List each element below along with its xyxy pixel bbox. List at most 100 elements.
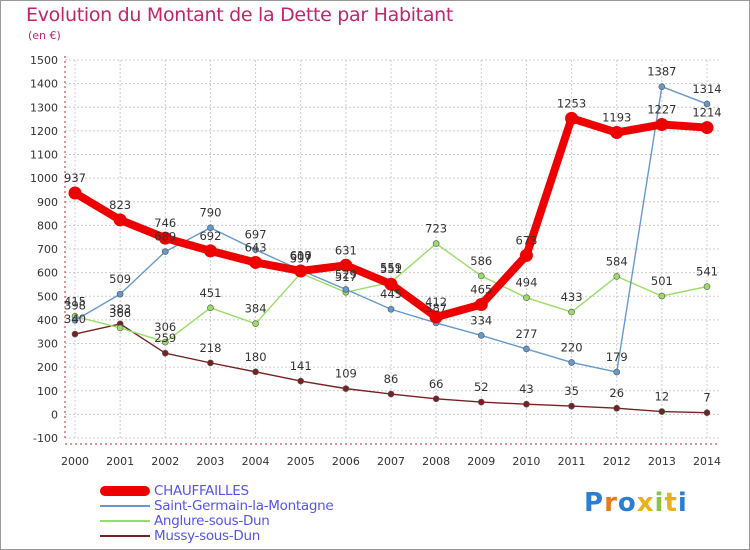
y-tick-label: 1000 xyxy=(30,172,58,185)
data-label: 551 xyxy=(380,262,402,276)
data-label: 509 xyxy=(109,272,131,286)
data-label: 384 xyxy=(245,302,267,316)
y-tick-label: 400 xyxy=(37,314,58,327)
data-label: 179 xyxy=(606,350,628,364)
data-label: 86 xyxy=(384,372,399,386)
data-label: 790 xyxy=(199,206,221,220)
data-point xyxy=(71,330,79,338)
data-label: 631 xyxy=(335,243,357,257)
data-point xyxy=(477,272,485,280)
chart-unit-label: (en €) xyxy=(28,29,61,42)
data-point xyxy=(207,224,214,232)
x-tick-label: 2000 xyxy=(61,455,89,468)
data-point xyxy=(658,292,666,300)
data-label: 26 xyxy=(609,386,624,400)
chart-title: Evolution du Montant de la Dette par Hab… xyxy=(26,4,454,26)
legend-label: Mussy-sous-Dun xyxy=(154,528,260,544)
data-label: 387 xyxy=(425,301,447,315)
legend-swatch xyxy=(100,535,150,537)
legend-label: Anglure-sous-Dun xyxy=(154,513,270,529)
y-tick-label: 600 xyxy=(37,267,58,280)
x-tick-label: 2011 xyxy=(558,455,586,468)
data-point xyxy=(658,83,666,90)
data-label: 597 xyxy=(290,251,312,265)
data-point xyxy=(610,126,624,140)
data-point xyxy=(203,244,217,258)
data-point xyxy=(249,255,263,269)
y-tick-label: 100 xyxy=(37,385,58,398)
data-point xyxy=(207,359,214,367)
data-point xyxy=(71,317,79,324)
data-point xyxy=(342,286,350,293)
data-label: 610 xyxy=(290,248,312,262)
data-point xyxy=(523,294,530,301)
logo-letter: i xyxy=(654,488,665,518)
data-point xyxy=(339,258,353,272)
line-chart: -100 0 100 200 300 400 500 600 700 800 900 1000 1100… xyxy=(30,54,722,468)
data-point xyxy=(432,240,440,247)
data-label: 277 xyxy=(515,327,537,341)
data-point xyxy=(297,377,305,385)
data-label: 689 xyxy=(154,230,176,244)
legend-swatch xyxy=(100,505,150,507)
y-tick-label: 0 xyxy=(51,408,58,421)
data-label: 1227 xyxy=(647,102,676,116)
data-label: 334 xyxy=(470,313,492,327)
x-tick-label: 2002 xyxy=(151,455,179,468)
y-tick-label: 700 xyxy=(37,243,58,256)
data-label: 673 xyxy=(515,233,537,247)
data-label: 398 xyxy=(64,298,86,312)
data-point xyxy=(161,338,169,346)
data-point xyxy=(207,304,214,312)
data-point xyxy=(387,390,395,398)
data-label: 340 xyxy=(64,312,86,326)
y-tick-label: 1200 xyxy=(30,125,58,138)
data-label: 52 xyxy=(474,380,489,394)
logo-letter: t xyxy=(664,488,678,518)
data-label: 7 xyxy=(703,391,710,405)
y-tick-label: -100 xyxy=(33,432,58,445)
data-point xyxy=(523,345,530,353)
data-point xyxy=(294,264,308,278)
data-label: 1314 xyxy=(692,82,721,96)
data-point xyxy=(387,305,395,313)
proxiti-logo: Proxiti xyxy=(584,488,688,518)
data-point xyxy=(429,310,443,324)
legend-swatch xyxy=(100,520,150,522)
data-point xyxy=(613,273,621,280)
data-label: 643 xyxy=(245,240,267,254)
legend-label: Saint-Germain-la-Montagne xyxy=(154,498,334,514)
data-label: 823 xyxy=(109,198,131,212)
data-point xyxy=(568,308,575,316)
x-tick-label: 2008 xyxy=(422,455,450,468)
data-point xyxy=(700,121,714,135)
data-point xyxy=(252,246,259,254)
data-label: 692 xyxy=(199,229,221,243)
data-label: 529 xyxy=(335,267,357,281)
logo-letter: i xyxy=(677,488,688,518)
data-point xyxy=(703,283,711,290)
data-point xyxy=(658,408,666,415)
data-label: 451 xyxy=(199,286,221,300)
y-tick-label: 500 xyxy=(37,290,58,303)
data-point xyxy=(703,409,711,417)
x-tick-label: 2010 xyxy=(512,455,540,468)
data-label: 697 xyxy=(245,228,267,242)
y-tick-label: 900 xyxy=(37,196,58,209)
data-point xyxy=(568,402,575,410)
data-point xyxy=(384,277,398,291)
x-tick-label: 2014 xyxy=(693,455,721,468)
logo-letter: P xyxy=(584,488,605,518)
data-label: 35 xyxy=(564,384,579,398)
data-label: 109 xyxy=(335,367,357,381)
data-point xyxy=(703,100,711,108)
data-label: 937 xyxy=(64,171,86,185)
x-tick-label: 2012 xyxy=(603,455,631,468)
data-label: 746 xyxy=(154,216,176,230)
x-tick-label: 2006 xyxy=(332,455,360,468)
data-label: 541 xyxy=(696,265,718,279)
data-label: 66 xyxy=(429,377,444,391)
x-tick-label: 2013 xyxy=(648,455,676,468)
data-point xyxy=(68,186,82,200)
x-tick-label: 2007 xyxy=(377,455,405,468)
